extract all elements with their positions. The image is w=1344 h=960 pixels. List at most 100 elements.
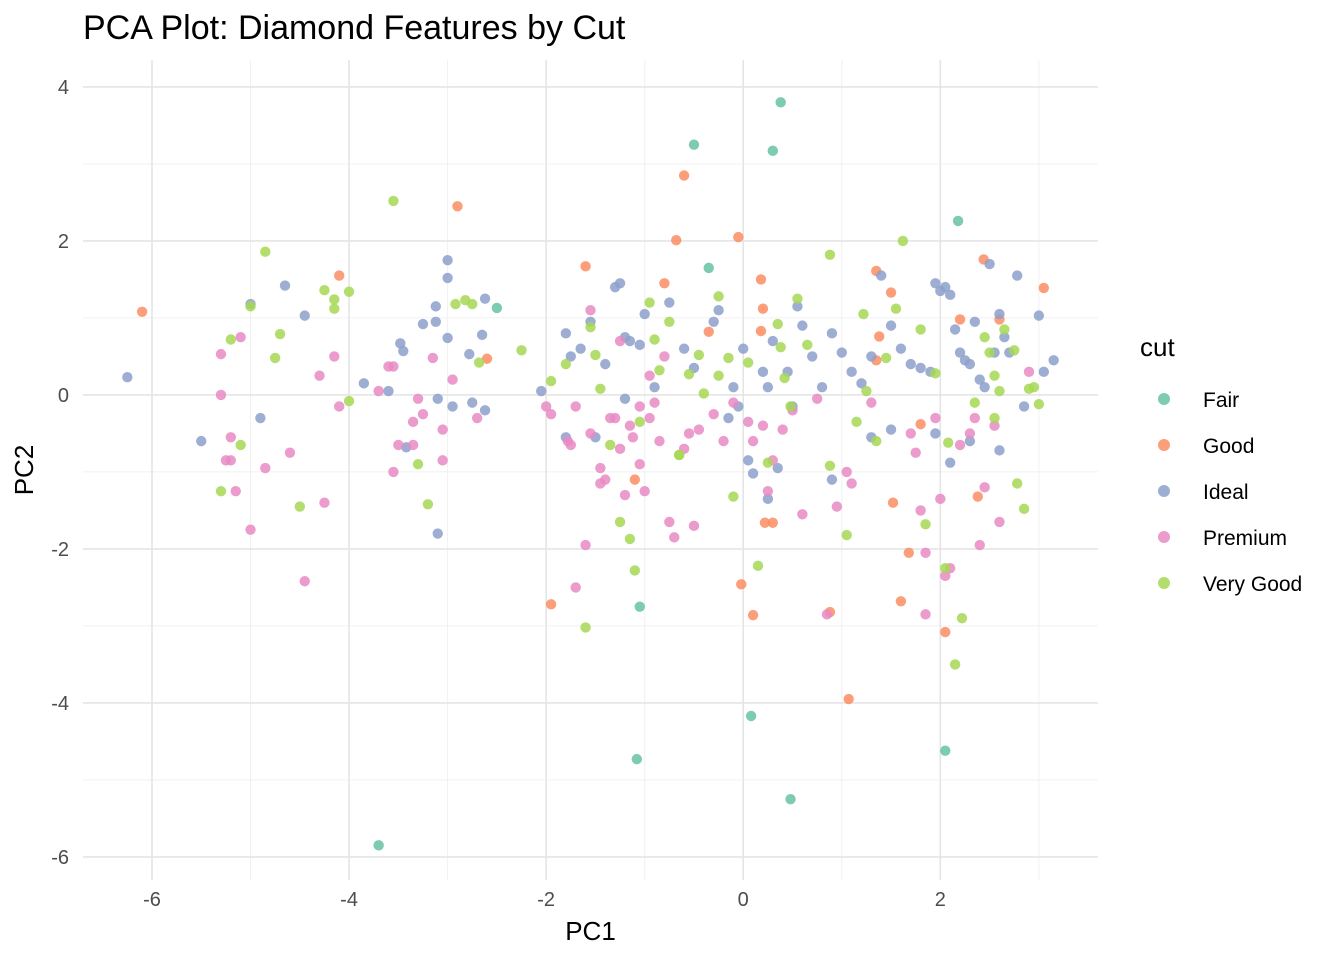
data-point xyxy=(742,357,754,368)
data-point xyxy=(871,435,882,447)
chart-title: PCA Plot: Diamond Features by Cut xyxy=(83,9,626,47)
data-point xyxy=(903,547,914,558)
data-point xyxy=(846,478,857,489)
data-point xyxy=(644,297,655,308)
axes: -6 -4 -2 0 2 -6 -4 -2 0 2 4 xyxy=(51,77,946,911)
data-point xyxy=(930,278,941,289)
y-tick-label: -6 xyxy=(51,847,69,869)
data-point xyxy=(595,462,606,474)
data-point xyxy=(245,524,256,535)
data-point xyxy=(664,316,675,327)
data-point xyxy=(560,358,572,370)
data-point xyxy=(940,745,951,756)
data-point xyxy=(851,416,862,428)
data-point xyxy=(575,343,586,354)
data-point xyxy=(693,424,705,435)
data-point xyxy=(644,370,655,381)
data-point xyxy=(319,497,330,508)
data-point xyxy=(388,466,399,478)
data-point xyxy=(944,289,956,301)
data-point xyxy=(540,401,552,412)
data-point xyxy=(974,539,985,551)
data-point xyxy=(631,753,643,765)
data-point xyxy=(481,353,493,364)
data-point xyxy=(654,435,665,447)
grid xyxy=(83,60,1098,880)
data-point xyxy=(930,412,941,424)
data-point xyxy=(703,262,714,274)
data-point xyxy=(476,329,488,341)
data-point xyxy=(1018,401,1030,412)
data-point xyxy=(807,351,818,362)
y-tick-label: 4 xyxy=(58,77,69,99)
data-point xyxy=(580,622,591,633)
data-point xyxy=(688,139,700,150)
x-tick-label: 0 xyxy=(738,889,749,911)
data-point xyxy=(467,397,478,408)
data-point xyxy=(422,499,434,510)
data-point xyxy=(299,310,310,321)
data-point xyxy=(639,308,650,320)
data-point xyxy=(235,331,246,343)
data-point xyxy=(220,455,232,466)
x-tick-label: -2 xyxy=(537,889,555,911)
data-point xyxy=(274,328,286,340)
data-point xyxy=(1011,270,1023,281)
data-point xyxy=(949,324,961,335)
data-point xyxy=(1018,503,1030,515)
data-point xyxy=(614,516,626,528)
data-point xyxy=(994,385,1005,397)
data-point xyxy=(659,351,670,362)
data-point xyxy=(1011,478,1023,489)
data-point xyxy=(861,385,872,397)
data-point xyxy=(915,418,926,430)
data-point xyxy=(723,412,734,424)
data-point xyxy=(570,401,581,412)
series-very-good xyxy=(215,195,1045,670)
data-point xyxy=(585,428,596,439)
data-point xyxy=(999,324,1010,335)
data-point xyxy=(759,517,771,528)
data-point xyxy=(230,485,241,497)
data-point xyxy=(797,320,808,331)
data-point xyxy=(1038,282,1050,294)
legend-label: Premium xyxy=(1203,527,1287,550)
data-point xyxy=(442,272,453,284)
data-point xyxy=(590,349,601,361)
data-point xyxy=(747,609,759,621)
data-point xyxy=(536,385,547,397)
data-point xyxy=(407,416,419,428)
data-point xyxy=(314,370,325,381)
data-point xyxy=(736,579,747,590)
data-point xyxy=(383,385,394,397)
data-point xyxy=(471,412,483,424)
data-point xyxy=(329,294,340,305)
data-point xyxy=(671,234,682,246)
data-point xyxy=(600,358,611,370)
data-point xyxy=(831,501,843,512)
data-point xyxy=(545,599,557,610)
data-point xyxy=(1033,398,1045,410)
legend-key xyxy=(1158,439,1170,451)
data-point xyxy=(580,539,591,551)
data-point xyxy=(398,345,409,357)
data-point xyxy=(755,325,767,337)
data-point xyxy=(930,368,941,379)
data-point xyxy=(430,301,441,312)
data-point xyxy=(989,370,1000,381)
data-point xyxy=(427,352,439,364)
data-point xyxy=(1038,366,1050,378)
data-point xyxy=(614,443,626,455)
data-point xyxy=(792,293,803,304)
data-point xyxy=(994,516,1005,528)
legend-label: Ideal xyxy=(1203,481,1249,504)
data-point xyxy=(866,351,877,362)
data-point xyxy=(885,424,897,435)
legend-key xyxy=(1158,393,1170,405)
data-point xyxy=(649,382,660,393)
data-point xyxy=(905,358,916,370)
data-point xyxy=(649,334,660,345)
data-point xyxy=(245,301,256,312)
data-point xyxy=(944,457,956,468)
data-point xyxy=(545,408,557,420)
